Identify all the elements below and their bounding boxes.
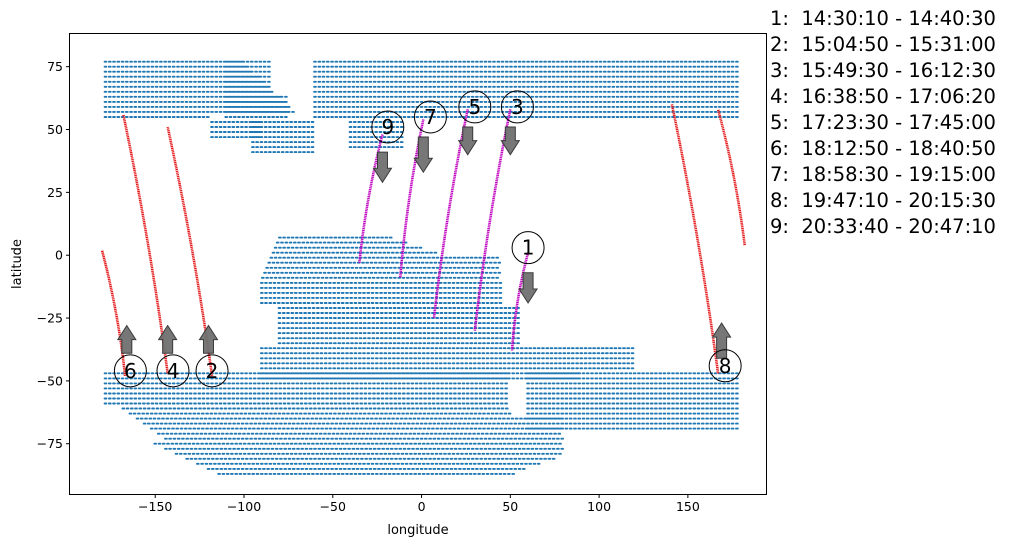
track-marker-label: 5 [468, 95, 481, 119]
track-marker-label: 3 [511, 95, 524, 119]
x-tick-label: 50 [502, 499, 518, 514]
track-marker-circle [413, 100, 447, 134]
direction-arrow [198, 324, 219, 354]
track-marker-label: 6 [124, 359, 137, 383]
track-marker-label: 2 [206, 359, 219, 383]
direction-arrow [413, 136, 434, 174]
x-tick-label: −50 [320, 499, 346, 514]
track-marker-label: 9 [381, 115, 394, 139]
legend-entry-9: 9: 20:33:40 - 20:47:10 [770, 215, 996, 238]
track-marker-circle [511, 231, 545, 265]
y-tick-label: −25 [37, 311, 63, 326]
direction-arrow [157, 324, 178, 354]
y-axis-label: latitude [10, 239, 25, 289]
x-tick-label: 0 [418, 499, 426, 514]
track-marker-label: 8 [719, 354, 732, 378]
y-tick-label: 75 [47, 59, 63, 74]
x-tick-label: 150 [676, 499, 700, 514]
x-tick-label: −150 [138, 499, 172, 514]
x-tick-label: 100 [587, 499, 611, 514]
x-tick-label: −100 [227, 499, 261, 514]
track-marker-label: 1 [522, 236, 535, 260]
track-marker-circle [156, 354, 190, 388]
track-line [670, 104, 720, 374]
track-marker-circle [113, 354, 147, 388]
legend-entry-1: 1: 14:30:10 - 14:40:30 [770, 7, 996, 30]
direction-arrow [116, 324, 137, 354]
track-line [510, 252, 530, 351]
track-marker-circle [500, 90, 534, 124]
y-tick-label: 50 [47, 122, 63, 137]
legend-entry-5: 5: 17:23:30 - 17:45:00 [770, 111, 996, 134]
direction-arrow [457, 126, 478, 156]
y-tick-label: −50 [37, 373, 63, 388]
track-marker-circle [371, 110, 405, 144]
legend-entry-6: 6: 18:12:50 - 18:40:50 [770, 137, 996, 160]
track-line [716, 109, 746, 246]
legend-entry-3: 3: 15:49:30 - 16:12:30 [770, 59, 996, 82]
track-marker-circle [195, 354, 229, 388]
y-tick-label: 25 [47, 185, 63, 200]
track-marker-circle [708, 349, 742, 383]
x-axis-label: longitude [387, 523, 448, 538]
legend-entry-4: 4: 16:38:50 - 17:06:20 [770, 85, 996, 108]
track-marker-label: 7 [424, 105, 437, 129]
y-tick-label: 0 [55, 248, 63, 263]
land-grid-points [103, 60, 739, 475]
track-line [100, 249, 127, 376]
direction-arrow [500, 126, 521, 156]
y-tick-label: −75 [37, 436, 63, 451]
track-marker-circle [458, 90, 492, 124]
plot-frame [69, 33, 767, 495]
land-point [103, 60, 739, 475]
legend-entry-2: 2: 15:04:50 - 15:31:00 [770, 33, 996, 56]
direction-arrows [116, 126, 732, 359]
direction-arrow [372, 151, 393, 184]
legend-entry-8: 8: 19:47:10 - 20:15:30 [770, 189, 996, 212]
track-marker-label: 4 [167, 359, 180, 383]
track-markers: 1 2 3 4 5 6 7 8 9 [113, 90, 742, 388]
direction-arrow [518, 272, 538, 304]
legend-entry-7: 7: 18:58:30 - 19:15:00 [770, 163, 996, 186]
track-line [358, 134, 384, 263]
